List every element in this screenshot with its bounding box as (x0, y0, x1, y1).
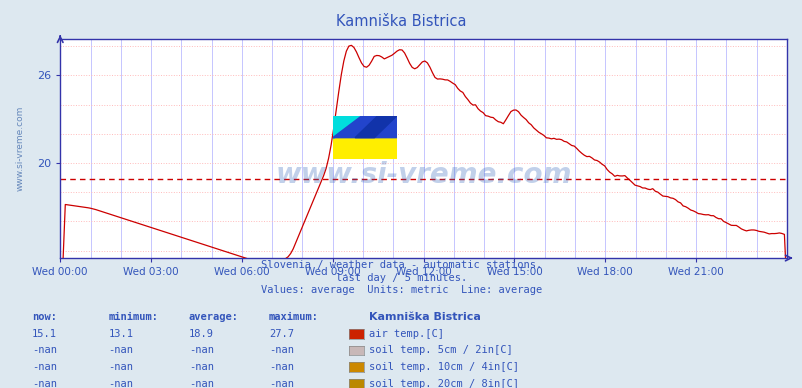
Text: now:: now: (32, 312, 57, 322)
Text: last day / 5 minutes.: last day / 5 minutes. (335, 273, 467, 283)
Text: www.si-vreme.com: www.si-vreme.com (275, 161, 571, 189)
Text: -nan: -nan (32, 345, 57, 355)
Text: -nan: -nan (269, 345, 294, 355)
Polygon shape (332, 116, 396, 138)
Text: 13.1: 13.1 (108, 329, 133, 339)
Text: soil temp. 5cm / 2in[C]: soil temp. 5cm / 2in[C] (369, 345, 512, 355)
Text: www.si-vreme.com: www.si-vreme.com (16, 106, 25, 191)
Text: -nan: -nan (188, 379, 213, 388)
Text: -nan: -nan (108, 362, 133, 372)
Text: Kamniška Bistrica: Kamniška Bistrica (369, 312, 480, 322)
Text: Kamniška Bistrica: Kamniška Bistrica (336, 14, 466, 29)
Text: 15.1: 15.1 (32, 329, 57, 339)
Text: -nan: -nan (108, 345, 133, 355)
Polygon shape (332, 116, 361, 138)
Text: maximum:: maximum: (269, 312, 318, 322)
Text: Slovenia / weather data - automatic stations.: Slovenia / weather data - automatic stat… (261, 260, 541, 270)
Text: Values: average  Units: metric  Line: average: Values: average Units: metric Line: aver… (261, 285, 541, 295)
Text: 18.9: 18.9 (188, 329, 213, 339)
Polygon shape (354, 116, 396, 138)
Text: -nan: -nan (188, 345, 213, 355)
Text: -nan: -nan (32, 362, 57, 372)
Text: average:: average: (188, 312, 238, 322)
Text: 27.7: 27.7 (269, 329, 294, 339)
Text: minimum:: minimum: (108, 312, 158, 322)
Text: soil temp. 20cm / 8in[C]: soil temp. 20cm / 8in[C] (369, 379, 519, 388)
Text: -nan: -nan (269, 379, 294, 388)
Text: -nan: -nan (269, 362, 294, 372)
Text: soil temp. 10cm / 4in[C]: soil temp. 10cm / 4in[C] (369, 362, 519, 372)
Text: -nan: -nan (108, 379, 133, 388)
Text: -nan: -nan (32, 379, 57, 388)
Text: -nan: -nan (188, 362, 213, 372)
Text: air temp.[C]: air temp.[C] (369, 329, 444, 339)
Polygon shape (332, 138, 396, 159)
